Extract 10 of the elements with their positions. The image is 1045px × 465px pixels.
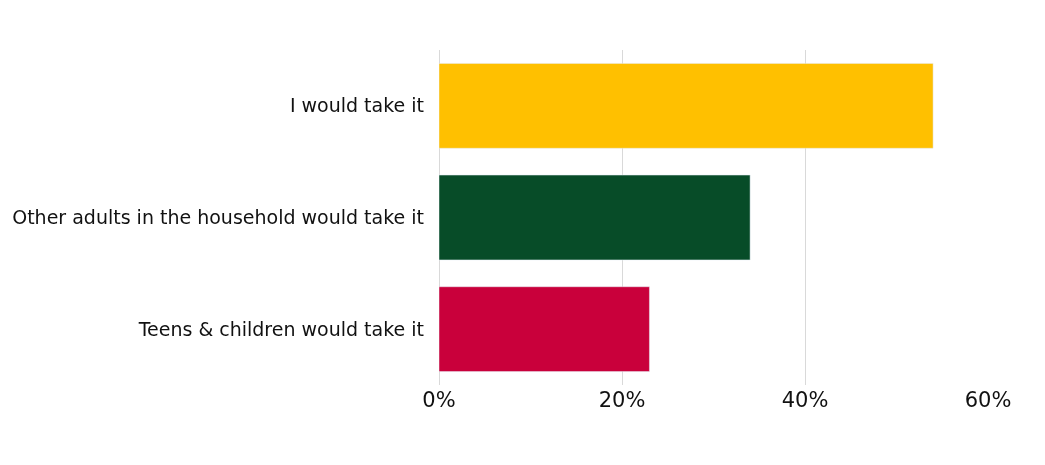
- bar: [439, 286, 650, 372]
- x-tick-label: 0%: [422, 388, 456, 412]
- y-tick-label: I would take it: [289, 94, 424, 117]
- x-tick-label: 40%: [781, 388, 829, 412]
- x-tick-label: 20%: [598, 388, 646, 412]
- bar: [439, 63, 934, 149]
- y-tick-label: Other adults in the household would take it: [12, 206, 424, 229]
- bar: [439, 174, 751, 261]
- x-tick-label: 60%: [964, 388, 1012, 412]
- y-tick-label: Teens & children would take it: [137, 317, 424, 340]
